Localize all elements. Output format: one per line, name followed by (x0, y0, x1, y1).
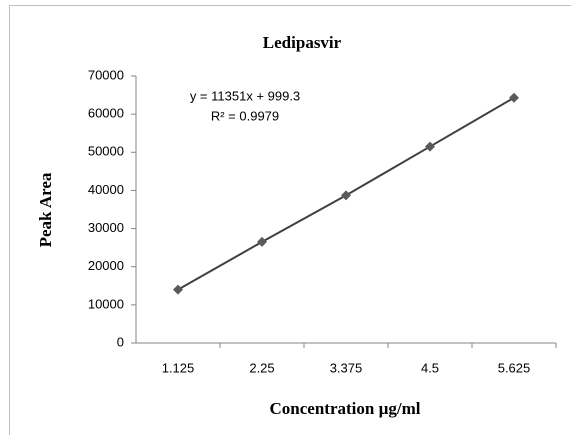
y-axis-label: Peak Area (36, 172, 55, 247)
y-tick-label: 30000 (88, 220, 124, 235)
y-tick-label: 60000 (88, 106, 124, 121)
y-tick-label: 50000 (88, 144, 124, 159)
equation: y = 11351x + 999.3 (190, 88, 300, 103)
r-squared: R² = 0.9979 (211, 108, 279, 123)
y-tick-label: 70000 (88, 67, 124, 82)
chart-title: Ledipasvir (263, 33, 342, 52)
x-axis-label: Concentration µg/ml (270, 399, 421, 418)
marker (509, 92, 519, 103)
chart-border (9, 5, 571, 435)
y-tick-label: 10000 (88, 296, 124, 311)
marker (257, 236, 267, 247)
marker (425, 141, 435, 152)
x-tick-label: 5.625 (498, 360, 531, 375)
y-tick-label: 0 (117, 334, 124, 349)
x-tick-label: 3.375 (330, 360, 363, 375)
x-tick-label: 4.5 (421, 360, 439, 375)
y-tick-label: 40000 (88, 182, 124, 197)
x-tick-label: 1.125 (162, 360, 195, 375)
marker (341, 190, 351, 201)
x-tick-label: 2.25 (249, 360, 274, 375)
y-tick-label: 20000 (88, 258, 124, 273)
marker (173, 284, 183, 295)
